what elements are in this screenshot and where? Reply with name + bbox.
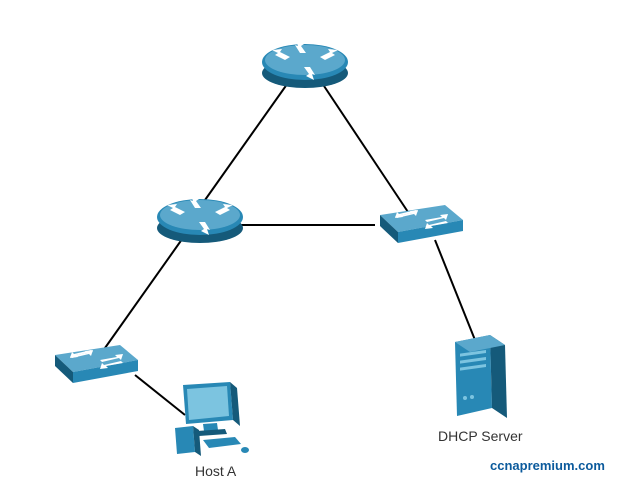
network-diagram: Host A DHCP Server ccnapremium.com xyxy=(0,0,622,502)
host-a-icon xyxy=(175,380,250,460)
host-a-label: Host A xyxy=(195,463,236,479)
dhcp-server-label: DHCP Server xyxy=(438,428,523,444)
switch-left-icon xyxy=(45,340,140,385)
dhcp-server-icon xyxy=(450,330,510,420)
watermark-text: ccnapremium.com xyxy=(490,458,605,473)
router-top-icon xyxy=(260,35,350,90)
switch-right-icon xyxy=(370,200,465,245)
router-mid-icon xyxy=(155,190,245,245)
